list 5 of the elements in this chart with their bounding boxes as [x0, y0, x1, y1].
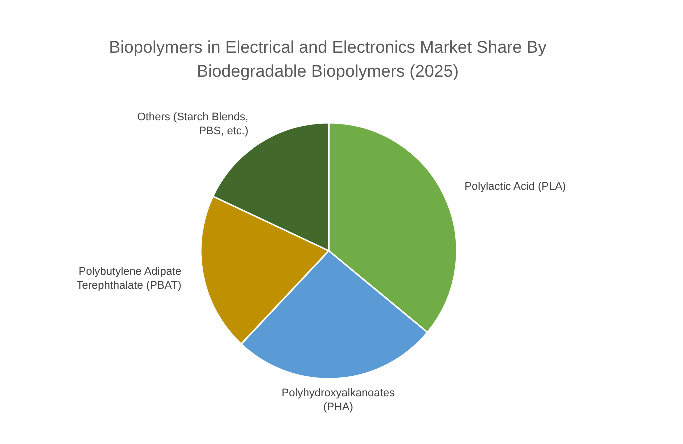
slice-label: Others (Starch Blends, PBS, etc.): [137, 111, 249, 138]
chart-title: Biopolymers in Electrical and Electronics Market Share By Biodegradable Biopolymers (2025): [108, 37, 548, 83]
slice-label: Polylactic Acid (PLA): [464, 181, 566, 194]
slice-label: Polybutylene Adipate Terephthalate (PBAT): [76, 266, 182, 292]
slice-label: Polyhydroxyalkanoates (PHA): [282, 388, 396, 414]
